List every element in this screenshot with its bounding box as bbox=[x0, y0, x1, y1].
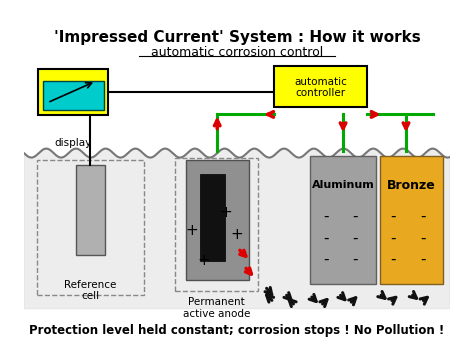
Text: Reference
cell: Reference cell bbox=[64, 280, 117, 301]
Bar bbox=[310, 156, 376, 284]
Text: +: + bbox=[231, 228, 243, 242]
Text: -: - bbox=[352, 252, 357, 267]
Bar bbox=[186, 160, 249, 280]
Text: -: - bbox=[420, 208, 426, 224]
Text: Protection level held constant; corrosion stops ! No Pollution !: Protection level held constant; corrosio… bbox=[29, 324, 445, 337]
Text: -: - bbox=[352, 231, 357, 246]
Text: +: + bbox=[219, 205, 232, 220]
Text: automatic
controller: automatic controller bbox=[294, 77, 347, 98]
Text: -: - bbox=[352, 208, 357, 224]
Text: Aluminum: Aluminum bbox=[312, 180, 374, 190]
Text: -: - bbox=[391, 252, 396, 267]
Text: automatic corrosion control: automatic corrosion control bbox=[151, 46, 323, 59]
Text: +: + bbox=[197, 253, 210, 268]
Text: -: - bbox=[323, 252, 329, 267]
Bar bbox=[43, 81, 104, 110]
Text: -: - bbox=[323, 231, 329, 246]
Bar bbox=[38, 69, 109, 115]
Text: +: + bbox=[186, 223, 199, 238]
Bar bbox=[37, 160, 144, 295]
Bar bbox=[200, 174, 225, 261]
Bar bbox=[76, 165, 105, 255]
Bar bbox=[380, 156, 443, 284]
Text: -: - bbox=[391, 208, 396, 224]
Polygon shape bbox=[24, 149, 450, 308]
Text: -: - bbox=[323, 208, 329, 224]
Text: display: display bbox=[55, 138, 92, 148]
Bar bbox=[175, 158, 258, 291]
Text: -: - bbox=[391, 231, 396, 246]
Bar bbox=[274, 66, 367, 107]
Text: Bronze: Bronze bbox=[387, 179, 436, 192]
Text: 'Impressed Current' System : How it works: 'Impressed Current' System : How it work… bbox=[54, 30, 420, 45]
Text: Permanent
active anode: Permanent active anode bbox=[182, 297, 250, 318]
Text: -: - bbox=[420, 231, 426, 246]
Text: -: - bbox=[420, 252, 426, 267]
